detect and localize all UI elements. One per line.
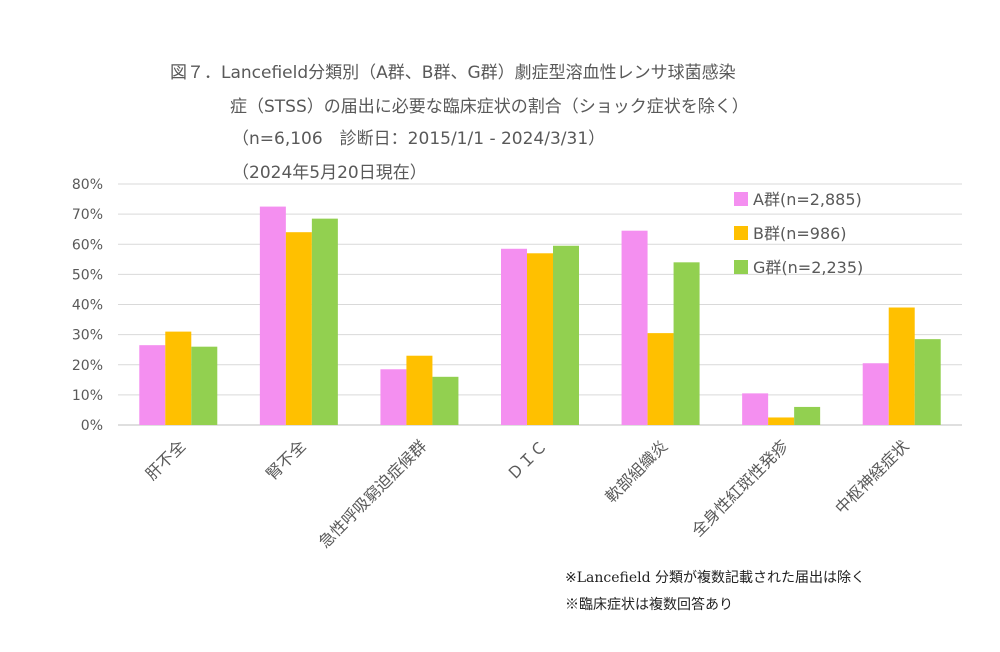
footnote-multiple-answers: ※臨床症状は複数回答あり <box>565 597 733 613</box>
bar-a-group <box>501 248 527 425</box>
bar-a-group <box>259 206 286 425</box>
y-tick-label: 30% <box>72 328 103 344</box>
bar-g-group <box>673 262 700 425</box>
legend-swatch <box>734 192 748 206</box>
bar-g-group <box>553 245 579 425</box>
bar-a-group <box>621 230 648 425</box>
bar-a-group <box>742 393 769 425</box>
bar-b-group <box>888 307 915 425</box>
bar-g-group <box>432 376 459 425</box>
y-tick-label: 60% <box>72 237 103 253</box>
bar-g-group <box>191 346 218 425</box>
legend-swatch <box>734 260 748 274</box>
bar-g-group <box>914 339 941 425</box>
bar-b-group <box>768 417 795 425</box>
y-tick-label: 0% <box>81 418 103 434</box>
bar-b-group <box>406 355 433 425</box>
bar-a-group <box>862 363 889 425</box>
chart-title-line-2: 症（STSS）の届出に必要な臨床症状の割合（ショック症状を除く） <box>230 97 749 117</box>
chart-title-line-1: 図７．Lancefield分類別（A群、B群、G群）劇症型溶血性レンサ球菌感染 <box>170 63 736 83</box>
legend-label: A群(n=2,885) <box>753 190 862 209</box>
y-tick-label: 40% <box>72 298 103 314</box>
bar-g-group <box>311 218 338 425</box>
y-tick-label: 80% <box>72 177 103 193</box>
chart-title-line-3: （n=6,106 診断日：2015/1/1 - 2024/3/31） <box>232 129 606 149</box>
bar-a-group <box>380 369 407 425</box>
bar-b-group <box>647 333 674 425</box>
bar-b-group <box>285 232 312 425</box>
legend-label: B群(n=986) <box>753 224 847 243</box>
bar-g-group <box>794 406 821 425</box>
legend-label: G群(n=2,235) <box>753 258 863 277</box>
bar-a-group <box>139 345 166 425</box>
legend-swatch <box>734 226 748 240</box>
bar-b-group <box>165 331 192 425</box>
x-category-label: 軟部組織炎 <box>601 436 671 506</box>
bar-b-group <box>527 253 553 425</box>
x-category-label: 中枢神経症状 <box>831 436 912 517</box>
chart-title-line-4: （2024年5月20日現在） <box>232 163 427 183</box>
x-category-label: 肝不全 <box>142 436 189 483</box>
x-category-label: 急性呼吸窮迫症候群 <box>315 436 430 551</box>
y-tick-label: 50% <box>72 267 103 283</box>
x-category-label: ＤＩＣ <box>503 436 550 483</box>
y-tick-label: 70% <box>72 207 103 223</box>
x-category-label: 腎不全 <box>262 436 309 483</box>
footnote-lancefield: ※Lancefield 分類が複数記載された届出は除く <box>565 570 866 586</box>
x-category-label: 全身性紅斑性発疹 <box>688 436 792 540</box>
y-tick-label: 20% <box>72 358 103 374</box>
y-tick-label: 10% <box>72 388 103 404</box>
